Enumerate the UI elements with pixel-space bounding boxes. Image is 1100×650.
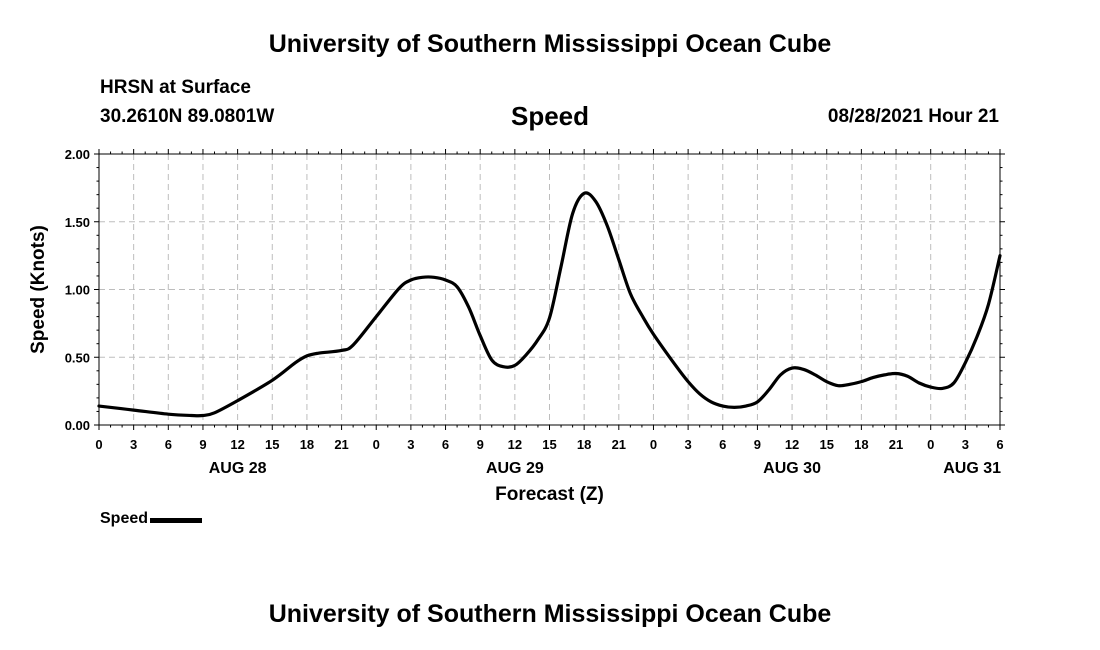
legend-swatch xyxy=(150,518,203,523)
speed-series-line xyxy=(97,191,1002,418)
x-tick-label: 0 xyxy=(927,437,934,452)
x-axis-title: Forecast (Z) xyxy=(495,484,604,505)
forecast-datetime: 08/28/2021 Hour 21 xyxy=(827,106,999,127)
x-tick-label: 3 xyxy=(962,437,969,452)
y-tick-labels: 0.00 0.50 1.00 1.50 2.00 xyxy=(65,147,90,433)
x-tick-label: 15 xyxy=(265,437,279,452)
x-tick-label: 12 xyxy=(508,437,522,452)
station-coordinates: 30.2610N 89.0801W xyxy=(100,106,275,127)
x-tick-labels: 0 3 6 9 12 15 18 21 0 3 6 9 12 15 18 21 0 3 6 9 12 15 18 21 0 3 6 xyxy=(95,437,1003,452)
x-tick-label: 12 xyxy=(785,437,799,452)
x-tick-label: 3 xyxy=(684,437,691,452)
x-tick-label: 0 xyxy=(650,437,657,452)
x-tick-label: 15 xyxy=(819,437,833,452)
station-label: HRSN at Surface xyxy=(100,77,251,98)
day-label: AUG 28 xyxy=(209,460,267,477)
y-tick-label: 0.00 xyxy=(65,418,90,433)
x-tick-label: 21 xyxy=(612,437,626,452)
y-tick-label: 0.50 xyxy=(65,350,90,365)
x-tick-label: 18 xyxy=(854,437,868,452)
x-tick-label: 12 xyxy=(230,437,244,452)
x-tick-label: 9 xyxy=(754,437,761,452)
x-tick-label: 15 xyxy=(542,437,556,452)
y-axis-title: Speed (Knots) xyxy=(28,225,49,354)
x-tick-label: 21 xyxy=(334,437,348,452)
bottom-title: University of Southern Mississippi Ocean… xyxy=(268,600,832,628)
x-tick-label: 6 xyxy=(165,437,172,452)
day-label: AUG 30 xyxy=(763,460,821,477)
x-tick-label: 6 xyxy=(996,437,1003,452)
grid-lines xyxy=(99,154,1000,425)
x-tick-label: 18 xyxy=(577,437,591,452)
legend-label: Speed xyxy=(100,510,149,527)
x-tick-label: 0 xyxy=(95,437,102,452)
x-tick-label: 21 xyxy=(889,437,903,452)
x-tick-label: 6 xyxy=(719,437,726,452)
day-label: AUG 29 xyxy=(486,460,544,477)
x-tick-label: 9 xyxy=(199,437,206,452)
y-tick-label: 2.00 xyxy=(65,147,90,162)
x-tick-label: 0 xyxy=(373,437,380,452)
chart-title: Speed xyxy=(510,101,590,131)
x-tick-label: 3 xyxy=(407,437,414,452)
x-tick-label: 18 xyxy=(300,437,314,452)
x-tick-label: 6 xyxy=(442,437,449,452)
x-tick-label: 3 xyxy=(130,437,137,452)
day-labels: AUG 28 AUG 29 AUG 30 AUG 31 xyxy=(209,460,1001,477)
y-tick-label: 1.00 xyxy=(65,283,90,298)
y-tick-label: 1.50 xyxy=(65,215,90,230)
axis-ticks xyxy=(94,149,1005,430)
x-tick-label: 9 xyxy=(477,437,484,452)
day-label: AUG 31 xyxy=(943,460,1001,477)
top-title: University of Southern Mississippi Ocean… xyxy=(268,30,832,58)
legend: Speed xyxy=(100,510,203,528)
